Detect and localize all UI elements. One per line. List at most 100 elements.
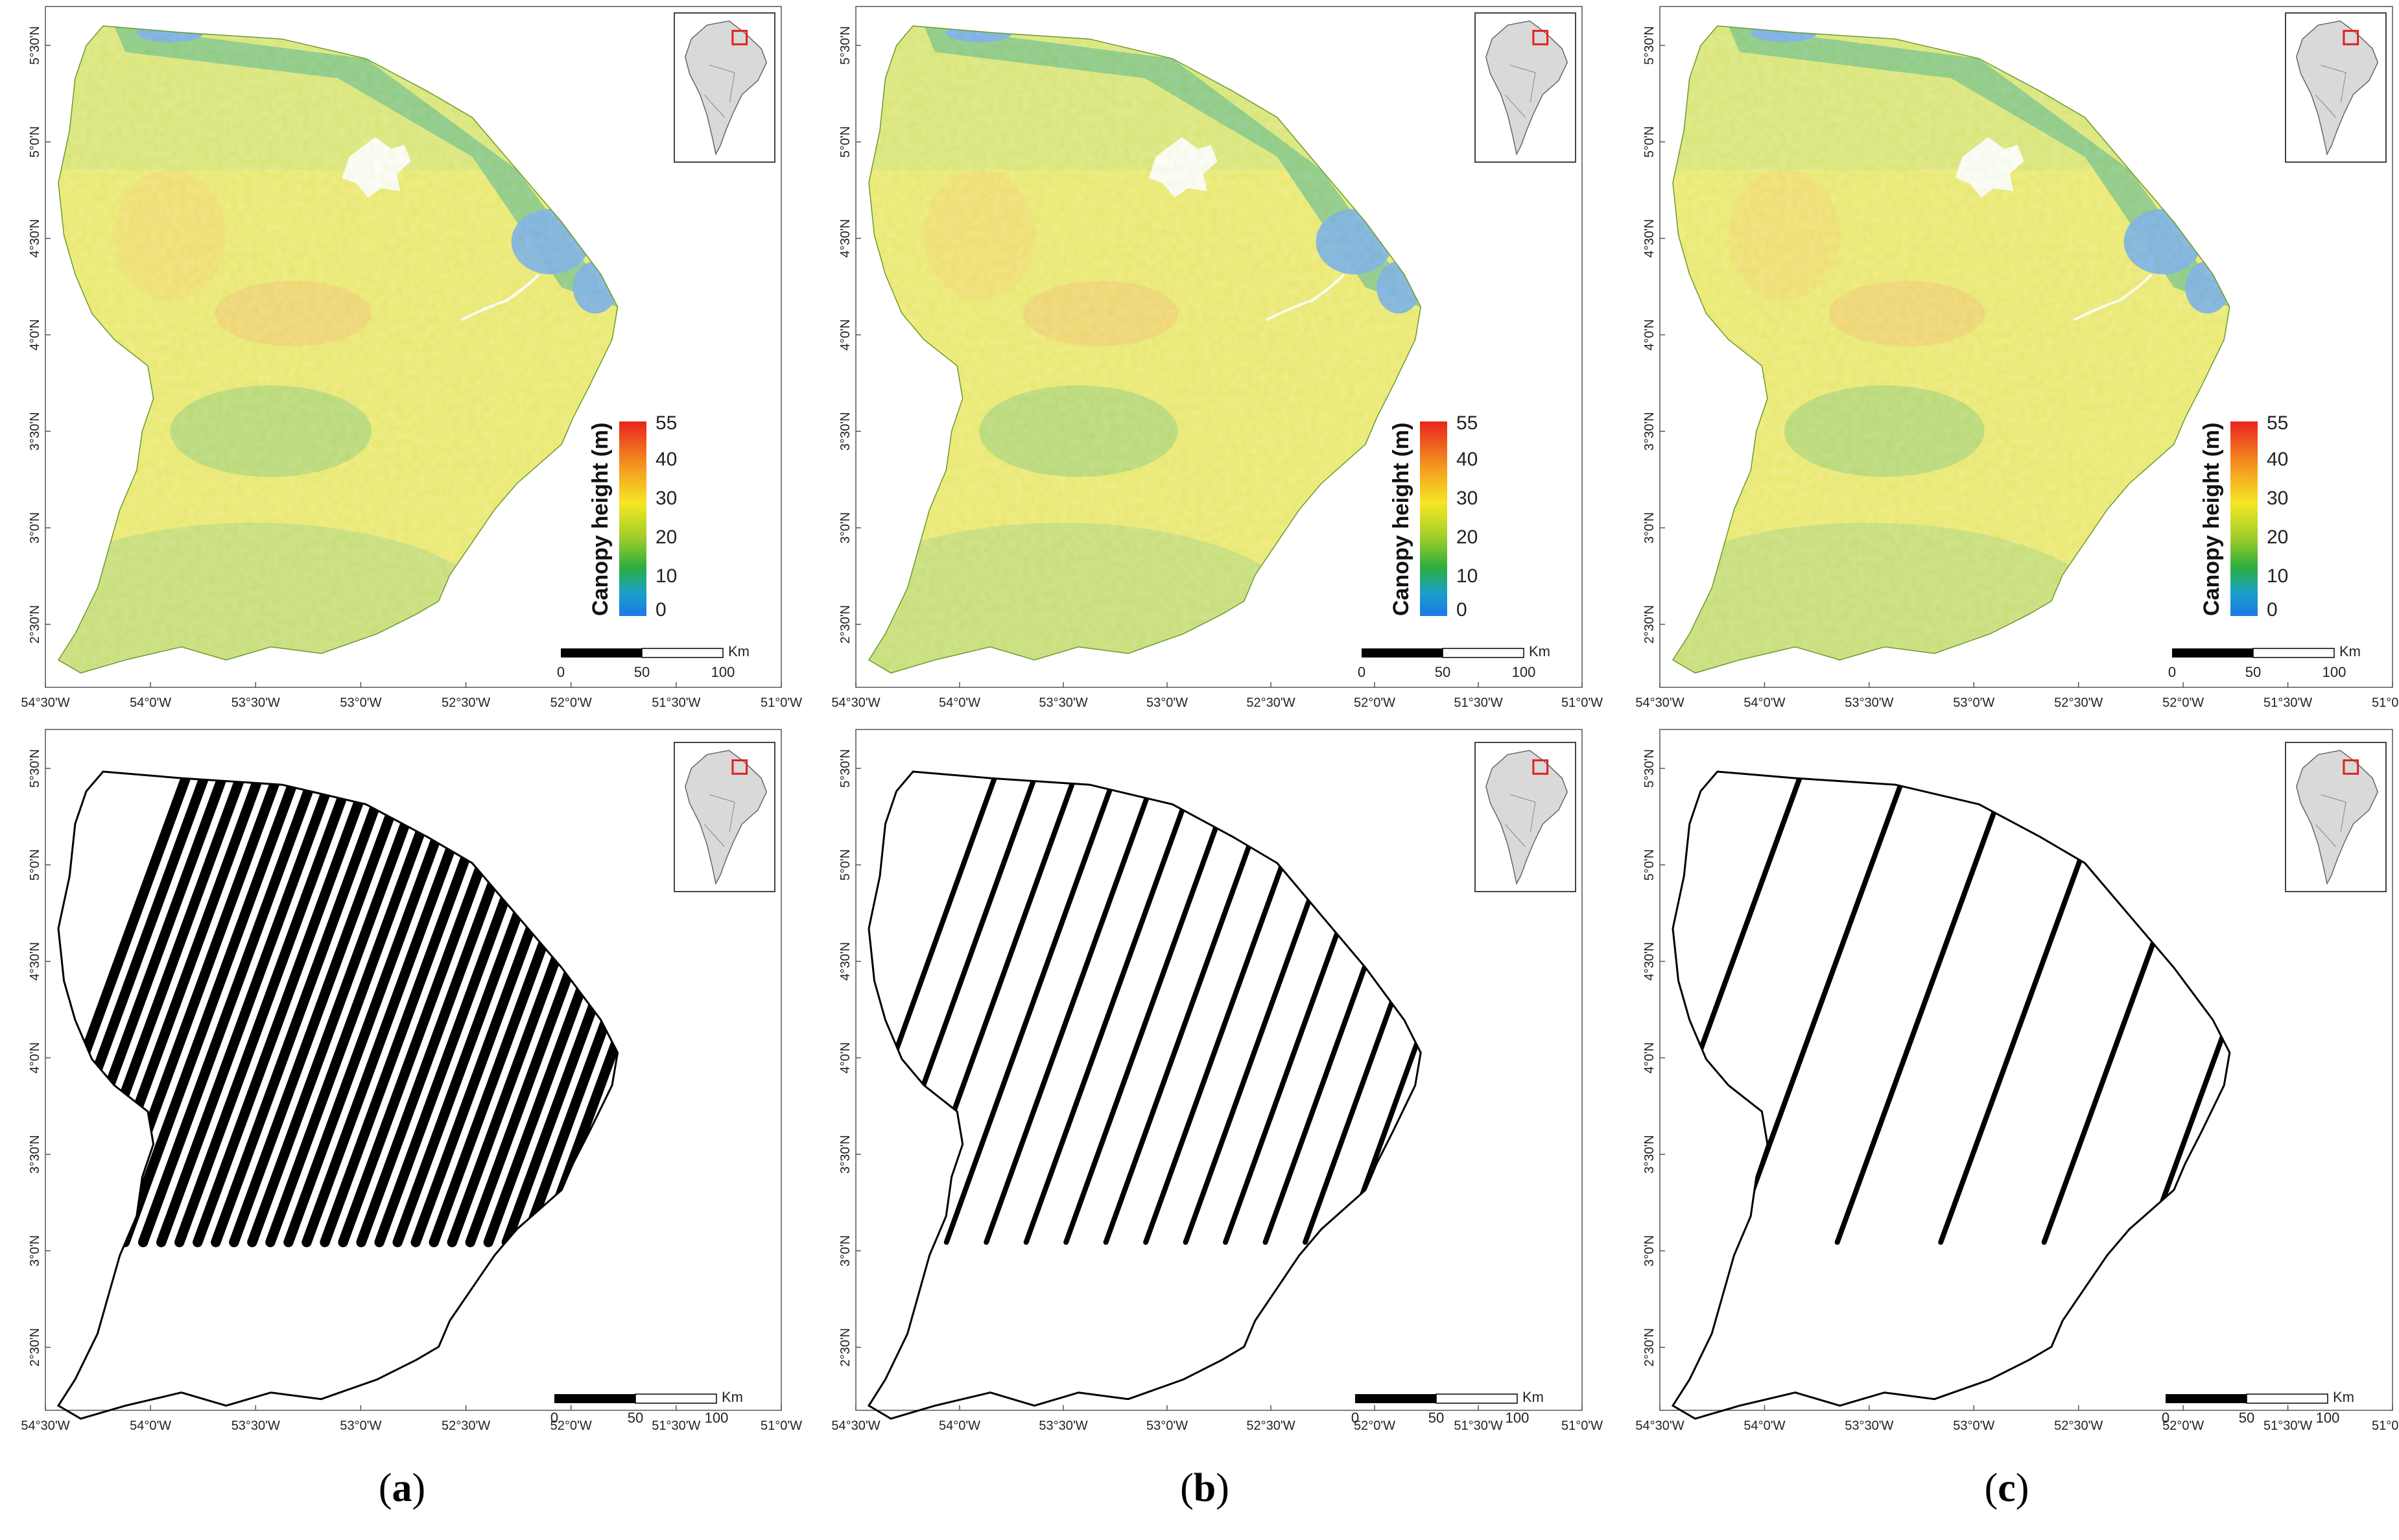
map-frame [855, 6, 1583, 688]
scalebar-black-segment [2172, 648, 2253, 657]
scalebar-white-segment [641, 648, 724, 658]
lat-label: 3°0'N [838, 1235, 853, 1267]
lat-label: 4°30'N [838, 942, 853, 981]
lat-label: 4°30'N [838, 219, 853, 258]
lidar-track [1938, 772, 2115, 1245]
lon-label: 52°30'W [442, 1419, 490, 1433]
scalebar-unit: Km [2333, 1389, 2354, 1405]
lat-label: 5°0'N [838, 126, 853, 158]
scalebar-b-tracks: Km 0 50 100 [1351, 1389, 1544, 1426]
lat-label: 5°30'N [1642, 26, 1657, 65]
scalebar-white-segment [2246, 1393, 2328, 1404]
south-america-silhouette [1485, 750, 1568, 885]
lat-label: 4°30'N [1642, 942, 1657, 981]
track-map-c [1671, 770, 2231, 1420]
lon-label: 51°0'W [2372, 696, 2399, 710]
lat-label: 3°30'N [28, 1135, 42, 1174]
colorbar [2230, 421, 2258, 616]
lon-label: 54°0'W [939, 1419, 980, 1433]
legend-b: 55 40 30 20 10 0 Canopy height (m) [1389, 412, 1478, 621]
colorbar-tick-label: 55 [656, 412, 677, 434]
lat-label: 2°30'N [28, 1328, 42, 1367]
lon-label: 53°0'W [340, 1419, 381, 1433]
study-area-highlight [731, 759, 748, 775]
lidar-track [447, 772, 618, 1248]
legend-a: 55 40 30 20 10 0 Canopy height (m) [588, 412, 677, 621]
lidar-track [1303, 772, 1421, 1245]
lat-label: 2°30'N [1642, 605, 1657, 644]
tracks [1673, 772, 2230, 1245]
lon-label: 53°0'W [340, 696, 381, 710]
axes-a-tracks: 5°30'N 5°0'N 4°30'N 4°0'N 3°30'N 3°0'N 2°30'N 5… [21, 729, 802, 1433]
axes-a-color: 5°30'N 5°0'N 4°30'N 4°0'N 3°30'N 3°0'N 2°30'N 5… [21, 6, 802, 710]
colorbar-tick-label: 40 [1456, 449, 1478, 470]
lat-label: 3°30'N [1642, 412, 1657, 451]
scalebar-c-tracks: Km 0 50 100 [2162, 1389, 2354, 1426]
canopy-height-map-a [57, 25, 619, 674]
lat-label: 5°0'N [28, 849, 42, 881]
lon-label: 52°0'W [550, 696, 592, 710]
colorbar-tick-label: 0 [2267, 599, 2278, 621]
lon-label: 52°30'W [442, 696, 490, 710]
lon-label: 52°0'W [2162, 1419, 2204, 1433]
lon-label: 54°30'W [831, 1419, 880, 1433]
study-area-highlight [1532, 759, 1549, 775]
lidar-track [1103, 772, 1279, 1245]
lidar-track [356, 772, 539, 1248]
lat-label: 3°0'N [838, 512, 853, 544]
lidar-track [58, 772, 193, 1248]
scalebar-black-segment [561, 648, 642, 657]
country-borders [2315, 794, 2346, 847]
lon-label: 53°0'W [1953, 1419, 1994, 1433]
scalebar-unit: Km [722, 1389, 743, 1405]
lat-label: 2°30'N [838, 605, 853, 644]
lon-label: 52°0'W [2162, 696, 2204, 710]
lidar-track [1342, 772, 1421, 1245]
lat-label: 3°0'N [1642, 1235, 1657, 1267]
inset-map-c-tracks [2285, 742, 2387, 892]
lon-label: 51°30'W [652, 696, 700, 710]
lidar-track [320, 772, 502, 1248]
map-raster [58, 26, 618, 673]
scalebar-tick-label: 0 [1351, 1410, 1359, 1426]
scalebar-black-segment [1355, 1394, 1436, 1403]
texture [58, 26, 618, 673]
scalebar-a-color: Km 0 50 100 [557, 643, 750, 680]
canopy-height-map-c [1672, 25, 2230, 674]
inset-map-c-color [2285, 12, 2387, 163]
lidar-track [869, 772, 1000, 1245]
scalebar-white-segment [1436, 1393, 1518, 1404]
lat-label: 2°30'N [838, 1328, 853, 1367]
scalebar-tick-label: 50 [1435, 664, 1450, 680]
lidar-track [465, 772, 618, 1248]
lon-label: 53°30'W [231, 696, 280, 710]
inset-map-a-color [674, 12, 775, 163]
lat-label: 4°30'N [1642, 219, 1657, 258]
scalebar-tick-label: 100 [711, 664, 735, 680]
legend-title: Canopy height (m) [1389, 423, 1413, 616]
colorbar-tick-label: 10 [656, 565, 677, 587]
lidar-track [156, 772, 339, 1248]
lidar-track [984, 772, 1159, 1245]
lidar-track [2041, 772, 2219, 1245]
lidar-track [58, 772, 230, 1248]
legend-title: Canopy height (m) [588, 423, 613, 616]
lon-label: 51°0'W [761, 696, 802, 710]
lon-label: 51°0'W [2372, 1419, 2399, 1433]
lat-label: 3°30'N [1642, 1135, 1657, 1174]
south-america-silhouette [685, 750, 768, 885]
study-area-highlight [2343, 759, 2359, 775]
scalebar-tick-label: 50 [1428, 1410, 1444, 1426]
lon-label: 52°30'W [1246, 696, 1295, 710]
lat-label: 3°30'N [28, 412, 42, 451]
lon-label: 52°30'W [2054, 696, 2103, 710]
map-frame [45, 729, 782, 1411]
track-map-b [867, 770, 1422, 1420]
lon-label: 52°0'W [1354, 696, 1395, 710]
lidar-track [538, 772, 618, 1248]
colorbar-tick-label: 30 [2267, 488, 2288, 509]
lidar-track [247, 772, 430, 1248]
lidar-track [211, 772, 394, 1248]
south-america-silhouette [1485, 20, 1568, 156]
lidar-track [338, 772, 521, 1248]
